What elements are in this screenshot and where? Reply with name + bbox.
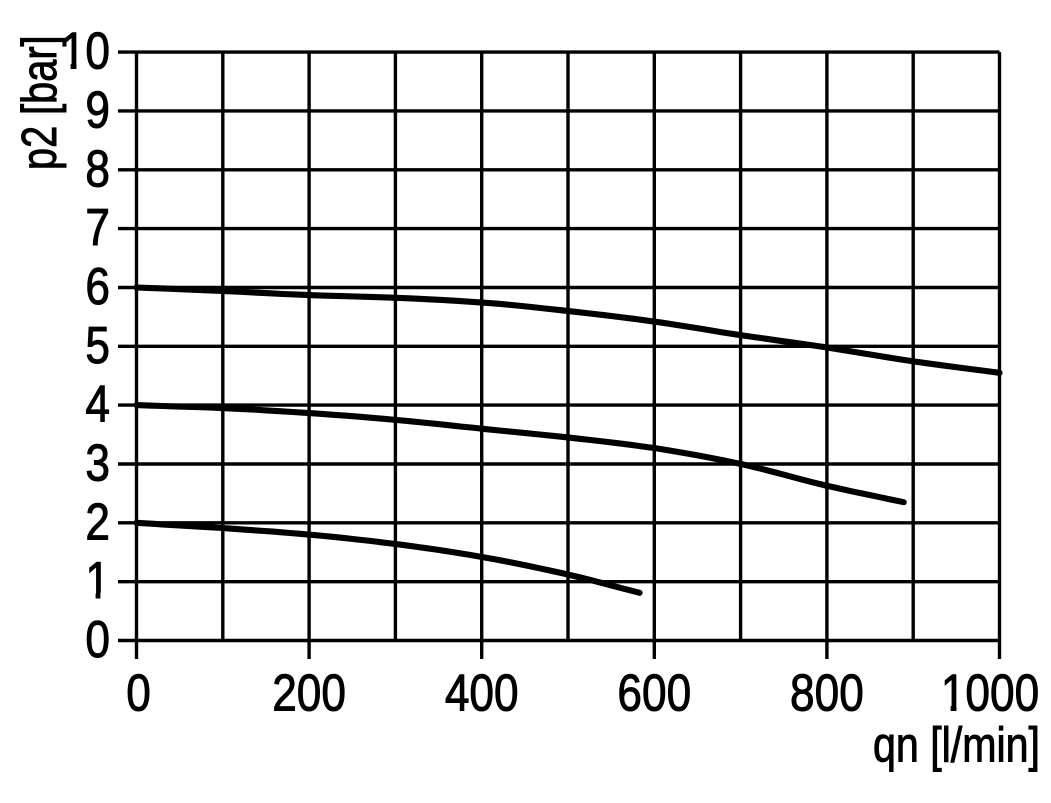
svg-text:qn [l/min]: qn [l/min] (873, 717, 1040, 772)
svg-text:7: 7 (85, 199, 110, 257)
svg-text:4: 4 (85, 375, 110, 433)
svg-text:1000: 1000 (941, 664, 1039, 722)
svg-text:1: 1 (85, 552, 110, 610)
svg-text:8: 8 (85, 140, 110, 198)
svg-text:2: 2 (85, 493, 110, 551)
svg-text:6: 6 (85, 258, 110, 316)
svg-text:0: 0 (126, 664, 151, 722)
svg-text:5: 5 (85, 316, 110, 374)
svg-text:9: 9 (85, 81, 110, 139)
svg-text:p2 [bar]: p2 [bar] (13, 35, 67, 170)
svg-text:600: 600 (617, 664, 691, 722)
svg-text:400: 400 (445, 664, 519, 722)
svg-text:3: 3 (85, 434, 110, 492)
svg-text:10: 10 (61, 22, 110, 80)
svg-text:800: 800 (790, 664, 864, 722)
svg-text:200: 200 (272, 664, 346, 722)
svg-text:0: 0 (85, 611, 110, 669)
